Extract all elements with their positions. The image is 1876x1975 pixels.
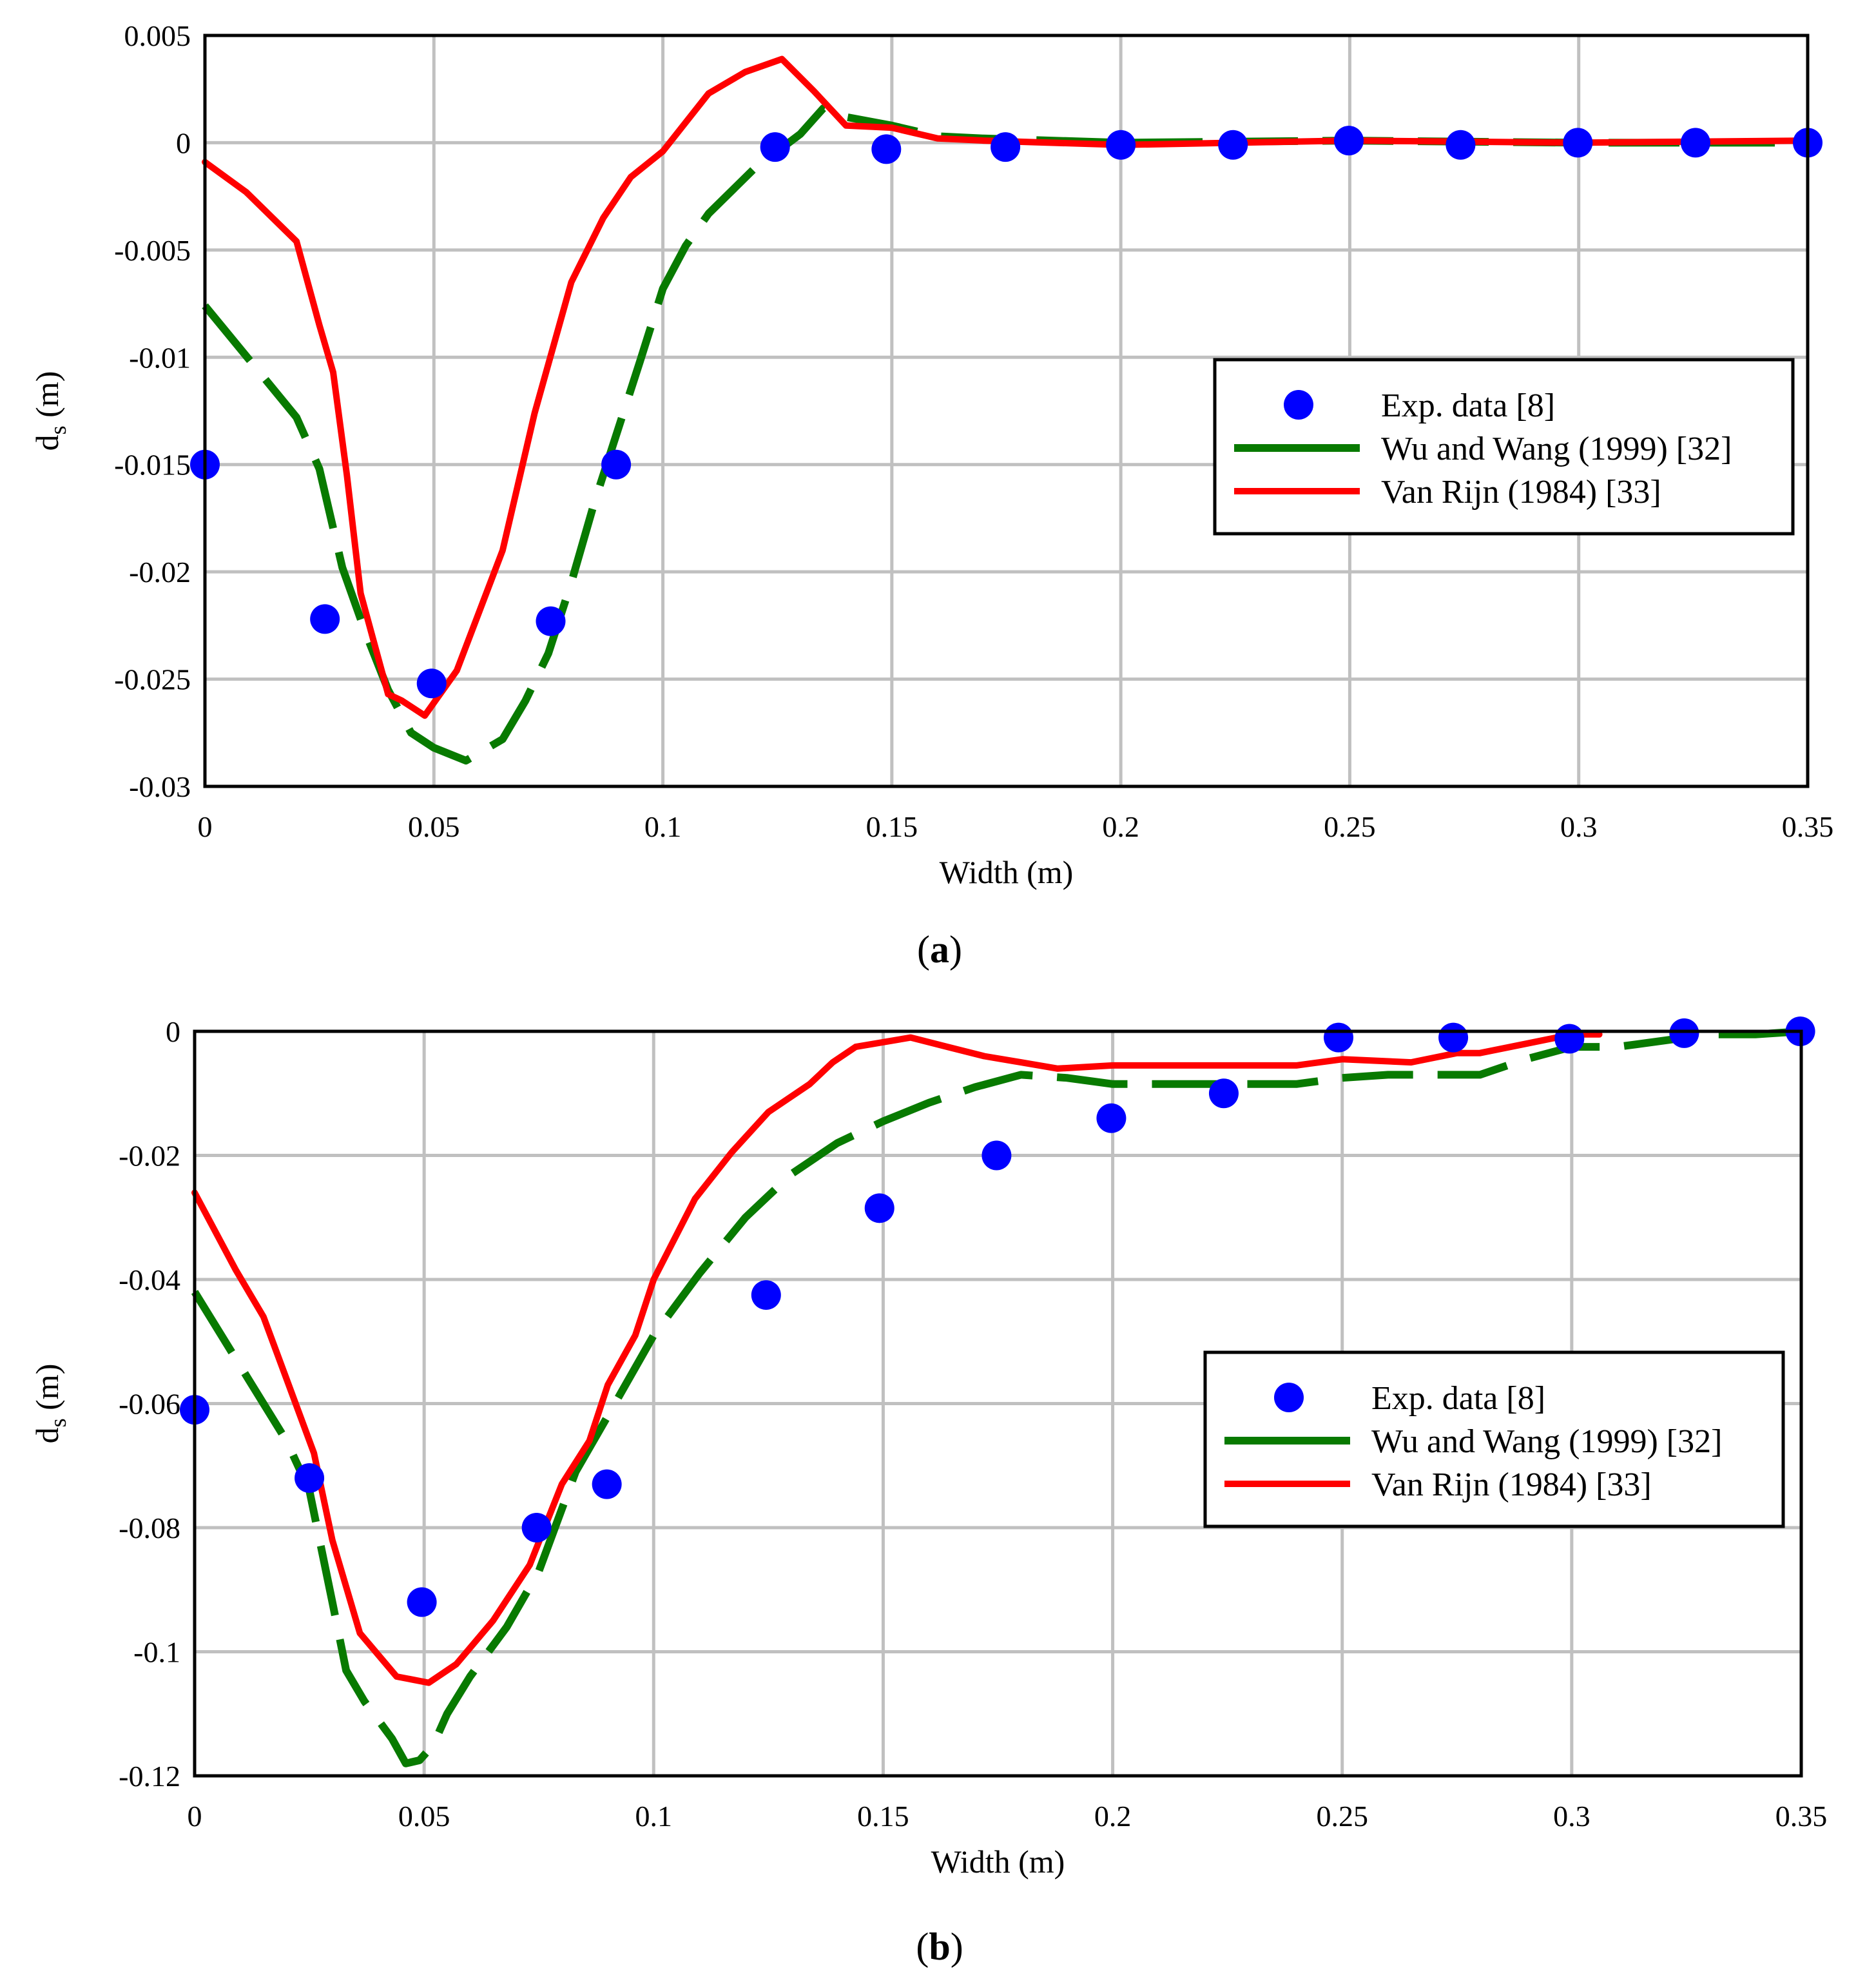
y-tick-label-4-a: -0.015 — [114, 449, 191, 482]
x-tick-label-0-a: 0 — [198, 810, 213, 843]
exp-data-point-4-a — [601, 449, 632, 480]
legend-label-wu-b: Wu and Wang (1999) [32] — [1371, 1423, 1722, 1460]
exp-data-point-8-a — [1106, 130, 1136, 160]
legend-label-vanrijn-a: Van Rijn (1984) [33] — [1381, 474, 1661, 511]
y-axis-label-unit-b: (m) — [29, 1364, 65, 1419]
x-tick-label-6-b: 0.3 — [1553, 1800, 1591, 1833]
caption-a: (a) — [917, 928, 962, 971]
x-tick-label-0-b: 0 — [188, 1800, 202, 1833]
panel-b: 0 0.05 0.1 0.15 0.2 0.25 0.3 0.35 0 -0.02 -0.04 -0.… — [29, 1015, 1827, 1968]
y-tick-label-0-a: 0.005 — [124, 19, 191, 52]
exp-data-point-13-a — [1680, 128, 1710, 158]
exp-data-point-9-b — [1208, 1078, 1239, 1109]
y-tick-label-5-b: -0.1 — [133, 1636, 180, 1669]
caption-label-a: a — [930, 928, 949, 971]
legend-a: Exp. data [8] Wu and Wang (1999) [32] Va… — [1213, 358, 1795, 536]
x-tick-label-7-a: 0.35 — [1782, 810, 1834, 843]
series-wu-wang-line-a — [202, 104, 1808, 765]
x-tick-label-2-a: 0.1 — [644, 810, 682, 843]
x-tick-label-1-a: 0.05 — [408, 810, 460, 843]
exp-data-point-11-a — [1446, 130, 1476, 160]
y-tick-label-6-a: -0.025 — [114, 663, 191, 696]
exp-data-point-7-b — [982, 1140, 1012, 1171]
legend-label-vanrijn-b: Van Rijn (1984) [33] — [1371, 1466, 1652, 1503]
ticks-b: 0 0.05 0.1 0.15 0.2 0.25 0.3 0.35 0 -0.02 -0.04 -0.… — [119, 1015, 1827, 1833]
plot-frame-b — [193, 1029, 1803, 1778]
legend-label-wu-a: Wu and Wang (1999) [32] — [1381, 431, 1732, 467]
x-tick-label-2-b: 0.1 — [635, 1800, 673, 1833]
legend-marker-exp-a — [1284, 390, 1313, 420]
exp-data-point-6-a — [871, 134, 902, 164]
y-tick-label-6-b: -0.12 — [119, 1760, 180, 1793]
y-tick-label-2-b: -0.04 — [119, 1263, 180, 1296]
y-axis-label-a: ds (m) — [29, 371, 71, 451]
x-tick-label-6-a: 0.3 — [1560, 810, 1598, 843]
ticks-a: 0 0.05 0.1 0.15 0.2 0.25 0.3 0.35 0.005 0 -0.005 -0… — [114, 19, 1833, 843]
x-tick-label-3-b: 0.15 — [857, 1800, 909, 1833]
exp-data-point-4-b — [592, 1469, 622, 1499]
series-van-rijn-line-b — [191, 1031, 1603, 1686]
series-b — [180, 1017, 1815, 1767]
legend-label-exp-a: Exp. data [8] — [1381, 387, 1555, 424]
y-tick-label-3-a: -0.01 — [129, 341, 191, 374]
x-axis-label-a: Width (m) — [940, 854, 1074, 890]
series-van-rijn-line-a — [202, 55, 1811, 719]
y-tick-label-3-b: -0.06 — [119, 1388, 180, 1421]
plot-frame-a — [203, 34, 1810, 788]
exp-data-point-7-a — [991, 132, 1021, 162]
y-tick-label-7-a: -0.03 — [129, 770, 191, 803]
exp-data-point-12-a — [1563, 128, 1593, 158]
series-wu-wang-line-b — [191, 1027, 1802, 1767]
exp-data-point-8-b — [1096, 1103, 1127, 1133]
exp-data-point-3-a — [536, 606, 566, 636]
exp-data-point-13-b — [1669, 1018, 1699, 1048]
caption-label-b: b — [929, 1925, 950, 1968]
x-tick-label-7-b: 0.35 — [1775, 1800, 1828, 1833]
y-axis-label-sub-b: s — [45, 1418, 71, 1427]
exp-data-point-10-b — [1324, 1022, 1354, 1053]
y-axis-label-unit-a: (m) — [29, 371, 65, 426]
caption-b: (b) — [916, 1925, 963, 1968]
exp-data-point-1-a — [310, 604, 340, 634]
panel-a: 0 0.05 0.1 0.15 0.2 0.25 0.3 0.35 0.005 0 -0.005 -0… — [29, 19, 1833, 971]
y-tick-label-0-b: 0 — [166, 1015, 180, 1048]
y-axis-label-main-b: d — [29, 1427, 65, 1443]
y-tick-label-1-a: 0 — [176, 126, 191, 159]
exp-data-point-9-a — [1218, 130, 1248, 160]
legend-marker-exp-b — [1274, 1383, 1304, 1412]
y-tick-label-2-a: -0.005 — [114, 234, 191, 267]
exp-data-point-12-b — [1554, 1024, 1585, 1054]
x-tick-label-1-b: 0.05 — [398, 1800, 450, 1833]
exp-data-point-5-b — [751, 1280, 781, 1310]
exp-data-point-2-a — [416, 668, 447, 699]
caption-close-b: ) — [951, 1925, 963, 1968]
legend-label-exp-b: Exp. data [8] — [1371, 1380, 1545, 1417]
exp-data-point-5-a — [760, 132, 790, 162]
y-tick-label-5-a: -0.02 — [129, 556, 191, 589]
exp-data-point-11-b — [1438, 1022, 1469, 1053]
y-axis-label-b: ds (m) — [29, 1364, 71, 1444]
y-tick-label-1-b: -0.02 — [119, 1140, 180, 1172]
exp-data-point-1-b — [295, 1463, 325, 1493]
exp-data-point-3-b — [521, 1513, 552, 1542]
x-tick-label-5-a: 0.25 — [1324, 810, 1376, 843]
caption-open-b: ( — [916, 1925, 929, 1968]
x-tick-label-4-b: 0.2 — [1094, 1800, 1132, 1833]
x-tick-label-4-a: 0.2 — [1102, 810, 1139, 843]
caption-open-a: ( — [917, 928, 930, 971]
legend-b: Exp. data [8] Wu and Wang (1999) [32] Va… — [1203, 1350, 1785, 1528]
exp-data-point-2-b — [407, 1587, 437, 1617]
exp-data-point-10-a — [1334, 126, 1364, 156]
exp-data-point-6-b — [864, 1193, 894, 1223]
x-axis-label-b: Width (m) — [931, 1844, 1065, 1880]
y-tick-label-4-b: -0.08 — [119, 1512, 180, 1544]
x-tick-label-3-a: 0.15 — [866, 810, 918, 843]
caption-close-a: ) — [949, 928, 962, 971]
y-axis-label-sub-a: s — [45, 425, 71, 434]
x-tick-label-5-b: 0.25 — [1316, 1800, 1368, 1833]
y-axis-label-main-a: d — [29, 434, 65, 451]
